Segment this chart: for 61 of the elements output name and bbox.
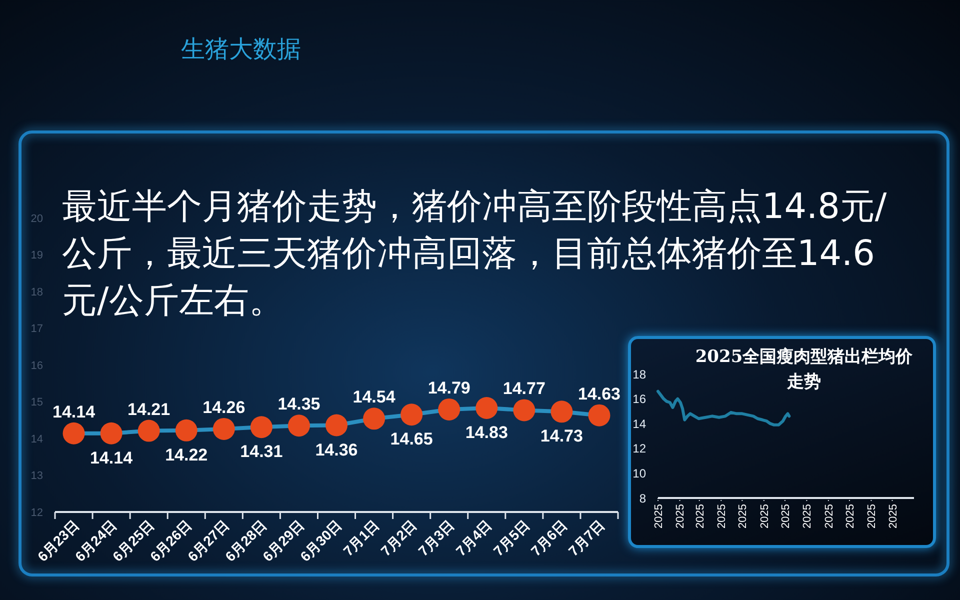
y-tick-label: 14 bbox=[30, 433, 43, 446]
data-label: 14.79 bbox=[428, 378, 470, 398]
point bbox=[363, 408, 386, 430]
data-label: 14.14 bbox=[90, 448, 134, 468]
x-tick-label: 2025 bbox=[758, 504, 771, 528]
data-label: 14.73 bbox=[540, 426, 583, 446]
x-tick-label: 2025 bbox=[823, 504, 836, 528]
y-tick-label: 12 bbox=[30, 506, 43, 519]
point bbox=[250, 416, 272, 438]
point bbox=[438, 398, 460, 420]
y-tick-label: 19 bbox=[30, 250, 43, 262]
data-label: 14.22 bbox=[165, 445, 208, 464]
point bbox=[62, 422, 85, 444]
y-tick-label: 12 bbox=[632, 442, 646, 456]
x-tick-label: 2025 bbox=[737, 504, 750, 528]
y-tick-label: 8 bbox=[639, 491, 646, 506]
x-tick-label: 2025 bbox=[802, 504, 814, 528]
y-tick-label: 20 bbox=[30, 212, 43, 225]
point bbox=[400, 404, 423, 426]
y-tick-label: 16 bbox=[30, 360, 43, 372]
y-tick-label: 15 bbox=[30, 396, 43, 409]
point bbox=[326, 414, 348, 436]
point bbox=[288, 414, 310, 437]
point bbox=[138, 420, 160, 442]
x-tick-label: 2025 bbox=[844, 504, 856, 528]
point bbox=[588, 404, 610, 426]
line-series bbox=[656, 390, 791, 426]
data-label: 14.36 bbox=[315, 440, 358, 460]
data-label: 14.83 bbox=[465, 422, 508, 442]
y-tick-label: 18 bbox=[632, 367, 646, 382]
x-tick-label: 2025 bbox=[887, 504, 900, 528]
data-label: 14.54 bbox=[352, 388, 396, 407]
y-tick-label: 14 bbox=[632, 416, 646, 431]
chart-title: 2025全国瘦肉型猪出栏均价走势 bbox=[694, 346, 914, 394]
x-tick-label: 2025 bbox=[716, 504, 728, 528]
x-tick-label: 2025 bbox=[674, 504, 687, 528]
x-tick-label: 2025 bbox=[780, 504, 792, 528]
y-tick-label: 16 bbox=[632, 392, 646, 406]
data-label: 14.31 bbox=[240, 442, 283, 462]
data-label: 14.63 bbox=[578, 384, 621, 404]
data-label: 14.21 bbox=[128, 400, 170, 419]
data-label: 14.77 bbox=[502, 379, 546, 398]
y-tick-label: 18 bbox=[30, 286, 43, 298]
data-label: 14.35 bbox=[278, 394, 320, 414]
point bbox=[513, 399, 536, 422]
data-label: 14.65 bbox=[390, 430, 433, 449]
point bbox=[175, 419, 198, 442]
y-tick-label: 10 bbox=[632, 466, 646, 481]
point bbox=[550, 400, 573, 423]
text: 最近半个月猪价走势，猪价冲高至阶段性高点14.8元/公斤，最近三天猪价冲高回落，目前总体猪价至14.6元/公斤左右。 bbox=[62, 186, 888, 323]
data-label: 14.26 bbox=[202, 398, 246, 417]
x-tick-label: 2025 bbox=[866, 504, 878, 528]
point bbox=[476, 396, 498, 419]
y-tick-label: 17 bbox=[30, 323, 43, 336]
point bbox=[212, 418, 235, 440]
point bbox=[100, 422, 122, 444]
text: 生猪大数据 bbox=[181, 35, 301, 63]
x-tick-label: 2025 bbox=[653, 504, 665, 528]
data-label: 14.14 bbox=[52, 402, 96, 422]
x-tick-label: 2025 bbox=[694, 504, 706, 528]
y-tick-label: 13 bbox=[30, 470, 43, 482]
